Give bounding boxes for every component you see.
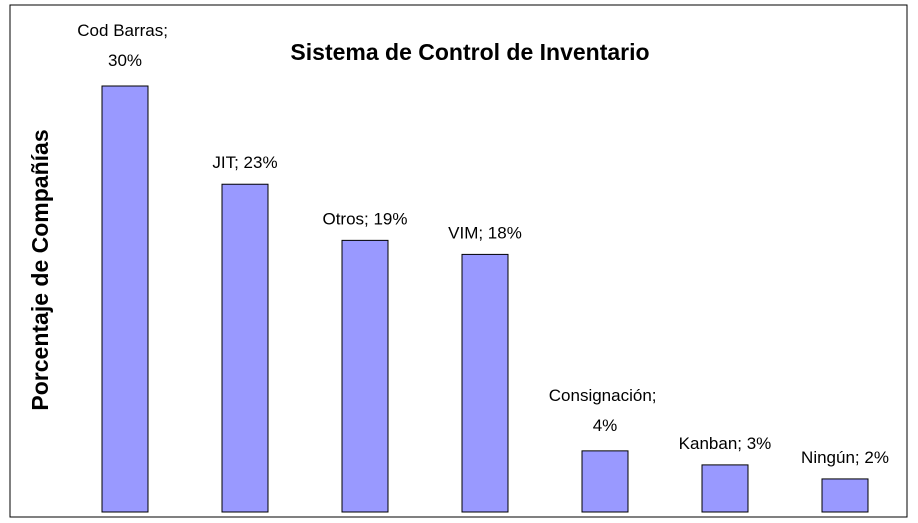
bar — [221, 183, 269, 513]
data-label: Ningún; 2% — [801, 448, 889, 467]
bar — [101, 85, 149, 513]
chart-border — [9, 4, 908, 518]
bar — [581, 450, 629, 513]
data-label: Cod Barras; 30% — [77, 21, 172, 70]
data-label: JIT; 23% — [212, 153, 277, 172]
data-label: Kanban; 3% — [679, 434, 772, 453]
bar — [461, 253, 509, 513]
y-axis-label: Porcentaje de Compañías — [27, 129, 53, 410]
bar — [701, 464, 749, 513]
data-label: VIM; 18% — [448, 223, 522, 242]
data-label: Consignación; 4% — [549, 386, 661, 435]
chart-title: Sistema de Control de Inventario — [290, 39, 649, 65]
bar — [821, 478, 869, 513]
bar — [341, 239, 389, 513]
data-label: Otros; 19% — [322, 209, 407, 228]
